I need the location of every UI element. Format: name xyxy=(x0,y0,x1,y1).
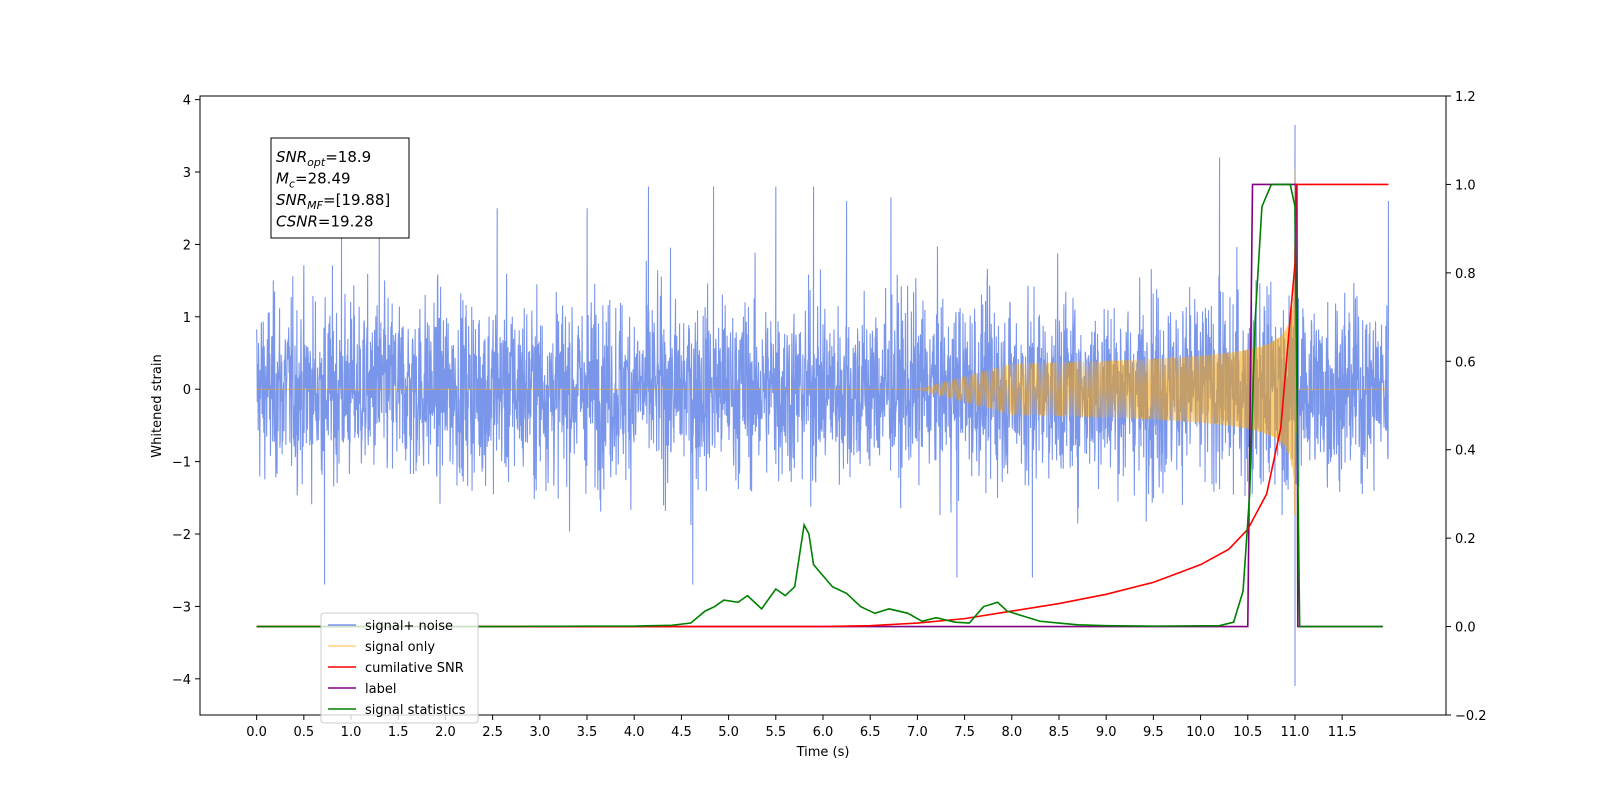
x-tick-label: 7.5 xyxy=(954,725,975,740)
x-tick-label: 3.5 xyxy=(577,725,598,740)
x-tick-label: 1.5 xyxy=(388,725,409,740)
annotation-subscript: opt xyxy=(307,156,326,169)
axis-ticks: 0.0 0.5 1.0 1.5 2.0 2.5 3.0 3.5 4.0 4.5 5.0 5.5 6.0 6… xyxy=(172,90,1487,740)
y2-tick-label: 1.0 xyxy=(1455,178,1476,193)
annotation-symbol: SNR xyxy=(276,148,307,166)
x-tick-label: 2.0 xyxy=(435,725,456,740)
legend-entry-label: label xyxy=(365,682,396,697)
y-tick-label: 4 xyxy=(183,94,191,109)
y-tick-label: −4 xyxy=(172,673,191,688)
annotation-symbol: CSNR xyxy=(276,213,318,231)
y-tick-label: −1 xyxy=(172,456,191,471)
x-tick-label: 4.5 xyxy=(671,725,692,740)
y2-tick-label: 0.0 xyxy=(1455,621,1476,636)
series-signal-statistics xyxy=(256,183,1383,628)
legend-entry-label: cumilative SNR xyxy=(365,661,464,676)
y-tick-label: −3 xyxy=(172,600,191,615)
x-tick-label: 5.0 xyxy=(718,725,739,740)
legend: signal+ noise signal only cumilative SNR la… xyxy=(320,612,479,724)
x-tick-label: 5.5 xyxy=(765,725,786,740)
x-tick-label: 1.0 xyxy=(341,725,362,740)
y-tick-label: 3 xyxy=(183,166,191,181)
x-tick-label: 0.0 xyxy=(246,725,267,740)
annotation-value: =18.9 xyxy=(325,148,371,166)
annotation-line: CSNR=19.28 xyxy=(276,213,373,231)
annotation-line: Mc=28.49 xyxy=(276,170,351,191)
y2-tick-label: 0.8 xyxy=(1455,267,1476,282)
y-tick-label: 0 xyxy=(183,383,191,398)
annotation-subscript: c xyxy=(289,178,295,191)
x-tick-label: 2.5 xyxy=(482,725,503,740)
annotation-value: =19.28 xyxy=(318,213,374,231)
y2-tick-label: −0.2 xyxy=(1455,709,1487,724)
x-tick-label: 7.0 xyxy=(907,725,928,740)
x-tick-label: 9.0 xyxy=(1096,725,1117,740)
x-tick-label: 9.5 xyxy=(1143,725,1164,740)
x-tick-label: 10.5 xyxy=(1233,725,1262,740)
y2-tick-label: 1.2 xyxy=(1455,90,1476,105)
x-tick-label: 10.0 xyxy=(1186,725,1215,740)
y-tick-label: 2 xyxy=(183,238,191,253)
annotation-value: =28.49 xyxy=(295,170,351,188)
annotation-box-frame xyxy=(270,137,410,239)
series-signal-noise xyxy=(256,124,1389,687)
x-tick-label: 6.5 xyxy=(860,725,881,740)
x-tick-label: 6.0 xyxy=(813,725,834,740)
annotation-line: SNRopt=18.9 xyxy=(276,148,371,169)
annotation-symbol: SNR xyxy=(276,191,307,209)
x-axis-label: Time (s) xyxy=(796,745,850,760)
y-tick-label: −2 xyxy=(172,528,191,543)
annotation-subscript: MF xyxy=(307,199,323,212)
x-tick-label: 0.5 xyxy=(293,725,314,740)
series-signal-only xyxy=(256,169,1389,515)
x-tick-label: 8.0 xyxy=(1001,725,1022,740)
annotation-line: SNRMF=[19.88] xyxy=(276,191,390,212)
legend-entry-label: signal+ noise xyxy=(365,619,453,634)
y-tick-label: 1 xyxy=(183,311,191,326)
legend-entry-label: signal only xyxy=(365,640,435,655)
legend-frame xyxy=(320,612,479,724)
x-tick-label: 8.5 xyxy=(1049,725,1070,740)
y2-tick-label: 0.4 xyxy=(1455,444,1476,459)
y2-tick-label: 0.2 xyxy=(1455,532,1476,547)
annotation-value: =[19.88] xyxy=(323,191,390,209)
y2-tick-label: 0.6 xyxy=(1455,355,1476,370)
x-tick-label: 4.0 xyxy=(624,725,645,740)
legend-entry-label: signal statistics xyxy=(365,703,466,718)
series-cumulative-snr xyxy=(256,183,1389,628)
x-tick-label: 3.0 xyxy=(529,725,550,740)
stats-annotation-box: SNRopt=18.9Mc=28.49SNRMF=[19.88]CSNR=19.… xyxy=(270,137,410,239)
x-tick-label: 11.0 xyxy=(1280,725,1309,740)
plot-area xyxy=(256,124,1389,687)
y-axis-label: Whitened strain xyxy=(150,354,165,457)
x-tick-label: 11.5 xyxy=(1328,725,1357,740)
annotation-symbol: M xyxy=(276,170,289,188)
